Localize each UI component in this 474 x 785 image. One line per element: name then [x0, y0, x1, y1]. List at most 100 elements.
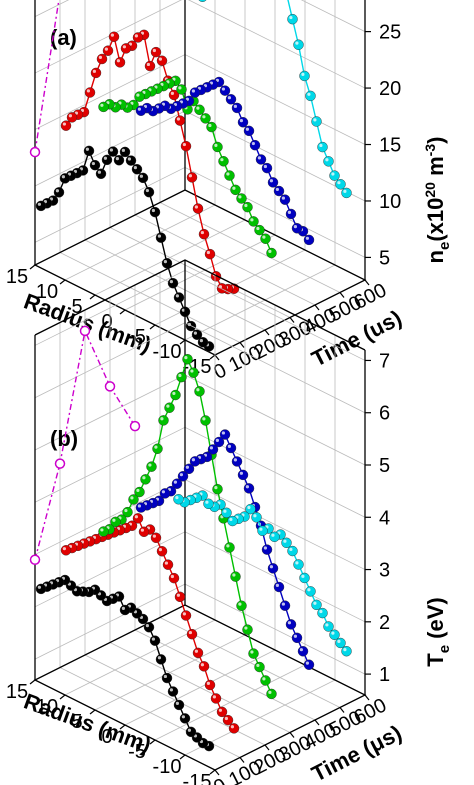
data-point-highlight	[271, 533, 275, 537]
data-point	[249, 139, 261, 151]
data-point-highlight	[256, 226, 260, 231]
x-tick-label: 5	[71, 711, 82, 733]
data-point-highlight	[134, 515, 138, 519]
data-point-highlight	[319, 143, 323, 148]
data-point	[305, 586, 316, 597]
data-point-highlight	[151, 637, 155, 641]
data-point-highlight	[238, 195, 242, 199]
data-point-highlight	[100, 528, 104, 532]
data-point-highlight	[325, 623, 329, 627]
data-point-highlight	[250, 218, 254, 222]
axes-frame	[33, 0, 367, 356]
data-point-highlight	[281, 196, 285, 200]
y-tick-label: 0	[210, 359, 230, 384]
data-point	[95, 168, 107, 180]
data-point	[174, 591, 186, 603]
data-point	[29, 554, 41, 566]
data-point	[204, 679, 216, 691]
data-point	[203, 498, 214, 509]
data-point	[144, 60, 156, 72]
data-point	[285, 619, 297, 630]
data-point-highlight	[214, 143, 218, 147]
data-point	[143, 186, 155, 198]
x-axis-label: Radius (mm)	[21, 688, 155, 757]
data-point-highlight	[184, 356, 188, 360]
data-point-highlight	[281, 602, 285, 606]
data-point-highlight	[176, 117, 180, 121]
data-point	[79, 325, 91, 337]
data-point	[266, 688, 277, 700]
data-point-highlight	[152, 534, 156, 538]
data-point-highlight	[140, 528, 144, 532]
data-point	[231, 456, 243, 467]
data-point-highlight	[158, 57, 162, 61]
floor-gridline-time	[59, 252, 241, 343]
data-point-highlight	[205, 500, 209, 504]
data-point-highlight	[209, 446, 213, 450]
data-point	[164, 402, 175, 413]
data-point-highlight	[331, 631, 335, 635]
z-axis-label-part: 20	[422, 182, 438, 198]
data-point-highlight	[232, 186, 236, 190]
data-point-highlight	[37, 585, 42, 589]
y-tick-mark	[264, 329, 270, 336]
data-point	[254, 661, 265, 673]
data-point	[237, 117, 249, 128]
data-point	[287, 13, 298, 25]
data-point	[149, 635, 161, 646]
z-gridline	[34, 54, 366, 145]
data-point-highlight	[220, 158, 224, 162]
data-point	[198, 0, 207, 2]
data-point-highlight	[103, 156, 107, 160]
x-tick-label: 10	[36, 696, 58, 718]
data-point	[119, 604, 131, 616]
z-tick-label: 1	[379, 664, 390, 686]
data-point-highlight	[319, 609, 323, 614]
data-point	[218, 156, 229, 167]
data-point	[167, 686, 179, 697]
data-point-highlight	[154, 445, 158, 449]
data-point	[255, 154, 267, 165]
z-axis-label-part: -3	[422, 144, 438, 157]
data-point-highlight	[190, 369, 194, 373]
floor-gridline-time	[159, 202, 341, 293]
x-tick-mark	[89, 294, 96, 300]
data-point	[248, 648, 259, 659]
data-point	[125, 155, 137, 166]
data-point-highlight	[115, 157, 119, 161]
data-point-highlight	[245, 127, 249, 131]
z-tick-label: 20	[379, 78, 401, 100]
data-point	[243, 125, 255, 137]
data-point-highlight	[253, 514, 257, 518]
data-point-highlight	[142, 476, 146, 480]
data-point	[108, 31, 120, 42]
data-point	[146, 461, 157, 472]
data-point	[230, 184, 241, 196]
data-point	[299, 572, 310, 584]
data-point-highlight	[175, 496, 179, 500]
data-point-highlight	[250, 650, 254, 654]
data-point	[132, 32, 144, 43]
data-point-highlight	[170, 91, 174, 95]
data-point	[53, 187, 65, 198]
data-point-highlight	[229, 517, 233, 522]
data-point-highlight	[134, 34, 138, 38]
y-tick-mark	[314, 304, 320, 311]
x-tick-mark	[149, 324, 156, 330]
data-point-highlight	[200, 663, 204, 667]
data-point	[35, 583, 47, 595]
data-point-highlight	[238, 602, 242, 606]
data-point	[236, 193, 247, 204]
x-tick-label: -5	[128, 741, 146, 763]
data-point-highlight	[233, 458, 237, 462]
data-point	[227, 515, 238, 527]
floor-gridline-time	[134, 629, 316, 721]
data-point-highlight	[215, 438, 219, 442]
data-point	[98, 526, 109, 537]
data-point-highlight	[124, 508, 128, 513]
data-point-highlight	[202, 115, 206, 119]
data-point	[224, 170, 235, 181]
y-tick-label: 0	[210, 774, 230, 785]
data-point	[134, 91, 145, 102]
data-point-highlight	[157, 234, 161, 238]
